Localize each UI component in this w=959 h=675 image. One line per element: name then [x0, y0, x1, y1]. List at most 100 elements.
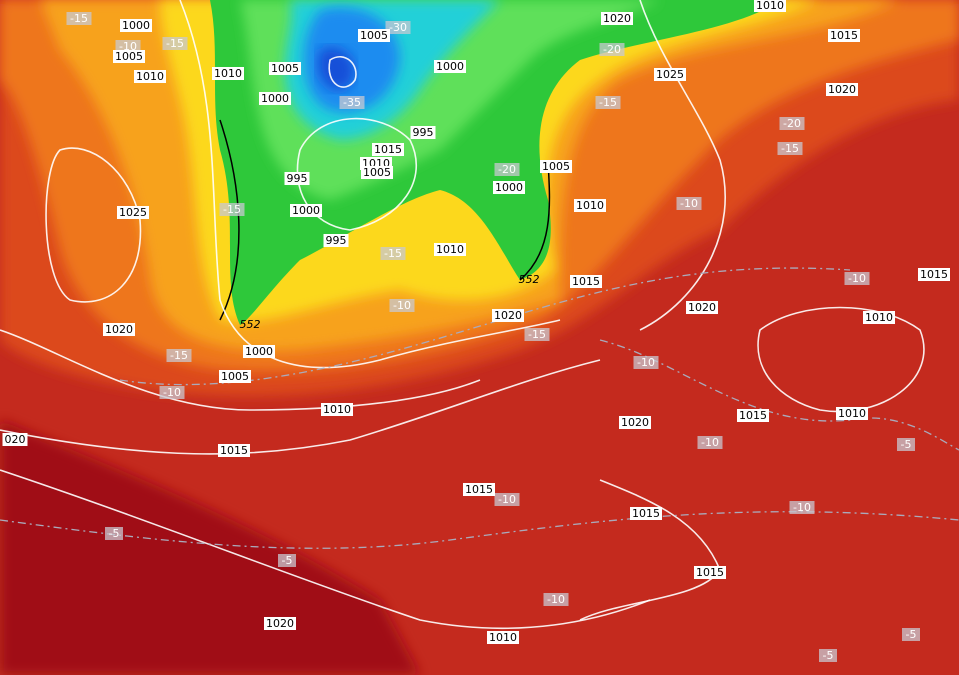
temperature-label: -5: [282, 554, 293, 567]
temperature-label-box: [902, 628, 920, 641]
isobar-label-box: [410, 126, 436, 139]
isobar-label-box: [2, 433, 28, 446]
isobar-label: 1020: [266, 617, 294, 630]
isobar-label-box: [120, 19, 152, 32]
isobar: [45, 147, 142, 303]
temperature-label-box: [779, 117, 805, 130]
isobar-label-box: [654, 68, 686, 81]
temperature-label-box: [278, 554, 296, 567]
temperature-label: -10: [119, 40, 137, 53]
isobar-label: 1025: [119, 206, 147, 219]
temperature-label: -15: [70, 12, 88, 25]
isobar-label-box: [290, 204, 322, 217]
isobar-label-box: [113, 50, 145, 63]
temperature-label-box: [385, 21, 411, 34]
isobar-label-box: [434, 60, 466, 73]
isobar: [639, 0, 726, 331]
isobar-label-box: [323, 234, 349, 247]
isobar-label: 995: [287, 172, 308, 185]
isobar: [0, 329, 481, 411]
isobar-label-box: [686, 301, 718, 314]
temperature-label: -15: [599, 96, 617, 109]
isobar-label: 1010: [576, 199, 604, 212]
temperature-label-box: [115, 40, 141, 53]
thickness-label: 552: [519, 273, 540, 286]
temperature-label: -20: [783, 117, 801, 130]
isobar-label-box: [372, 143, 404, 156]
isobar-label-box: [574, 199, 606, 212]
isobar-label: 1020: [621, 416, 649, 429]
temperature-label-box: [599, 43, 625, 56]
isobar-label-box: [630, 507, 662, 520]
isobar-label: 1000: [245, 345, 273, 358]
temperature-label-box: [162, 37, 188, 50]
isobar-label: 1010: [436, 243, 464, 256]
isobar-label-box: [264, 617, 296, 630]
isobar-label-box: [117, 206, 149, 219]
isobar-label: 1025: [656, 68, 684, 81]
temperature-label: -5: [823, 649, 834, 662]
isobar-label-box: [694, 566, 726, 579]
isobar-label-box: [619, 416, 651, 429]
isobar-label: 1005: [363, 166, 391, 179]
isobar-label: 1000: [436, 60, 464, 73]
temperature-label: -15: [166, 37, 184, 50]
isobar-label-box: [134, 70, 166, 83]
isobar: [0, 359, 601, 455]
isobar-label: 1015: [572, 275, 600, 288]
temperature-label-box: [897, 438, 915, 451]
isobar-label-box: [219, 370, 251, 383]
isobar-label: 1020: [105, 323, 133, 336]
temperature-label: -15: [384, 247, 402, 260]
labels: -15 -10 -15 -30 -35 -20 -15 -20 -15 -20 -15 -15 -10 -…: [2, 0, 950, 662]
isobar-label: 1020: [494, 309, 522, 322]
isotherm: [0, 511, 959, 549]
isobar-label: 1010: [323, 403, 351, 416]
temperature-label: -5: [109, 527, 120, 540]
temperature-label-box: [789, 501, 815, 514]
temperature-label: -10: [848, 272, 866, 285]
temperature-label-box: [380, 247, 406, 260]
temperature-label: -20: [603, 43, 621, 56]
isobar-label-box: [492, 309, 524, 322]
isobar-label-box: [493, 181, 525, 194]
isobar-label-box: [737, 409, 769, 422]
isobar-label: 1000: [495, 181, 523, 194]
field-deep-red: [0, 420, 420, 675]
isobar-label: 1020: [688, 301, 716, 314]
isobar-label: 1000: [261, 92, 289, 105]
isobar-label-box: [259, 92, 291, 105]
temperature-label: -35: [343, 96, 361, 109]
isobar-label: 1015: [739, 409, 767, 422]
isobar-label: 1020: [603, 12, 631, 25]
isobar-label-box: [103, 323, 135, 336]
temperature-label: -30: [389, 21, 407, 34]
temperature-label: -5: [906, 628, 917, 641]
isobar-label: 1005: [115, 50, 143, 63]
isobar-label-box: [918, 268, 950, 281]
isobar-label: 1005: [360, 29, 388, 42]
isobar-label: 1005: [221, 370, 249, 383]
temperature-label-box: [494, 493, 520, 506]
isobar-label: 1000: [292, 204, 320, 217]
isobar-label: 1010: [214, 67, 242, 80]
isobar-label: 1005: [271, 62, 299, 75]
isobar-label: 1010: [489, 631, 517, 644]
isobar: [757, 306, 925, 413]
isobar-label: 1000: [122, 19, 150, 32]
temperature-label: -10: [793, 501, 811, 514]
isobar-label-box: [828, 29, 860, 42]
isobar-label-box: [863, 311, 895, 324]
isobar-label-box: [358, 29, 390, 42]
isobar-label-box: [487, 631, 519, 644]
isobar-label: 1015: [374, 143, 402, 156]
temperature-label: -10: [498, 493, 516, 506]
isobar-label-box: [540, 160, 572, 173]
isobar-label-box: [836, 407, 868, 420]
temperature-label-box: [389, 299, 415, 312]
temperature-label-box: [844, 272, 870, 285]
isobar-label-box: [601, 12, 633, 25]
temperature-label-box: [543, 593, 569, 606]
